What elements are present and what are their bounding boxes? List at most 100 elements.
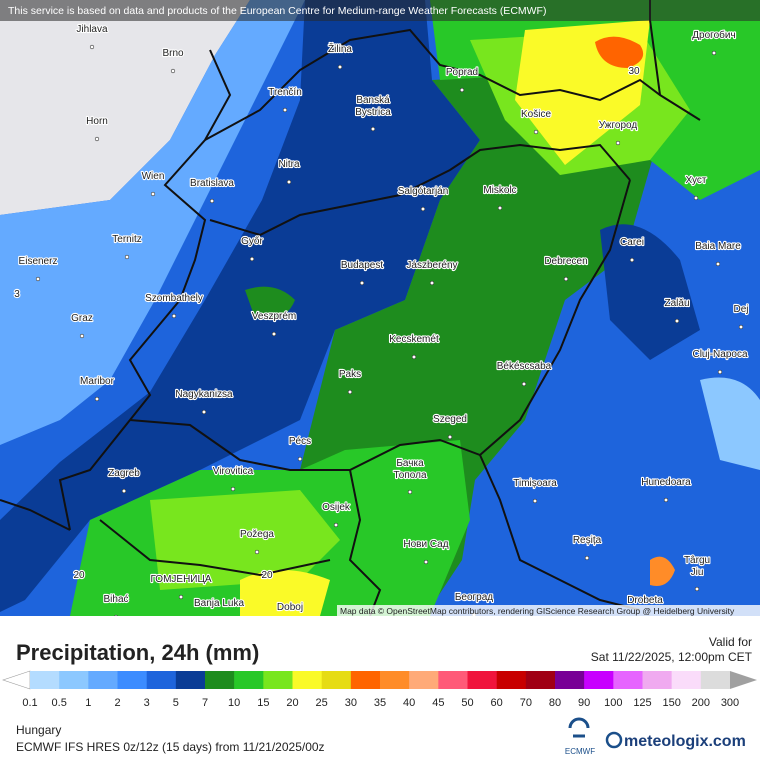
city-dot xyxy=(282,107,288,113)
city-label: Poprad xyxy=(446,67,478,78)
city-label: Wien xyxy=(142,171,165,182)
legend-tick-label: 0.5 xyxy=(52,697,67,709)
brand: meteologix.com xyxy=(624,733,746,750)
legend-tick-label: 5 xyxy=(173,697,179,709)
city-dot xyxy=(532,498,538,504)
city-label: Žilina xyxy=(328,42,352,55)
area-light xyxy=(0,0,305,445)
city-label: Zagreb xyxy=(108,468,140,479)
border xyxy=(479,454,641,611)
legend-tick-label: 3 xyxy=(144,697,150,709)
area-light-east xyxy=(700,377,760,470)
city-dot xyxy=(333,522,339,528)
city-dot xyxy=(674,318,680,324)
city-label: Kecskemét xyxy=(389,334,439,345)
city-label: Нови Сад xyxy=(403,539,448,550)
city-label: Dej xyxy=(733,304,748,315)
city-label: Banja Luka xyxy=(194,598,244,609)
legend-swatch xyxy=(234,671,264,689)
legend-swatch xyxy=(525,671,556,689)
city-dot xyxy=(738,324,744,330)
map xyxy=(0,0,760,617)
city-dot xyxy=(178,594,184,600)
legend-swatch xyxy=(467,671,497,689)
area-navy-east xyxy=(600,224,700,360)
city-dot xyxy=(563,276,569,282)
city-dot xyxy=(663,497,669,503)
city-dot xyxy=(150,191,156,197)
city-dot xyxy=(584,555,590,561)
city-dot xyxy=(693,195,699,201)
area-green-patch xyxy=(245,286,295,320)
city-label: Maribor xyxy=(80,376,115,387)
city-dot xyxy=(337,64,343,70)
city-dot xyxy=(170,68,176,74)
legend-swatch xyxy=(205,671,235,689)
city-label: Дрогобич xyxy=(692,29,735,41)
city-label: Graz xyxy=(71,313,93,324)
notice: This service is based on data and produc… xyxy=(8,5,546,17)
legend-swatch xyxy=(59,671,89,689)
area-heavy-blue xyxy=(0,0,480,612)
city-label: Carei xyxy=(620,237,644,248)
legend-swatch xyxy=(496,671,527,689)
legend-swatch xyxy=(117,671,147,689)
city-label: Békéscsaba xyxy=(497,361,552,372)
legend-swatch xyxy=(30,671,60,689)
city-label: Baia Mare xyxy=(695,241,741,252)
legend-tick-label: 70 xyxy=(520,697,532,709)
legend-swatch xyxy=(321,671,352,689)
city-label: Veszprém xyxy=(252,311,296,322)
legend-swatch xyxy=(88,671,118,689)
legend-swatch xyxy=(263,671,293,689)
area-dry xyxy=(0,0,250,215)
city-label: Szombathely xyxy=(145,293,203,304)
city-label: Győr xyxy=(241,236,263,247)
city-label: Бачка xyxy=(396,458,424,469)
area-orange xyxy=(595,36,644,68)
city-dot xyxy=(715,261,721,267)
border xyxy=(209,143,631,237)
legend-swatch xyxy=(146,671,177,689)
legend-swatch xyxy=(350,671,381,689)
city-label: Budapest xyxy=(341,260,383,271)
city-label: Zalău xyxy=(664,298,689,309)
legend-tick-label: 50 xyxy=(461,697,473,709)
border xyxy=(99,519,331,577)
model: ECMWF IFS HRES 0z/12z (15 days) from 11/… xyxy=(16,740,325,754)
legend-tick-label: 80 xyxy=(549,697,561,709)
attribution: Map data © OpenStreetMap contributors, r… xyxy=(340,606,735,616)
city-dot xyxy=(121,488,127,494)
city-dot xyxy=(459,87,465,93)
city-label: Jihlava xyxy=(76,24,108,35)
valid-label: Valid for xyxy=(709,635,752,649)
legend-tick-label: 60 xyxy=(491,697,503,709)
city-label: Horn xyxy=(86,116,108,127)
city-label: Miskolc xyxy=(483,185,516,196)
city-label: Hunedoara xyxy=(641,477,691,488)
city-dot xyxy=(94,136,100,142)
border xyxy=(129,179,631,471)
city-dot xyxy=(521,381,527,387)
city-dot xyxy=(447,434,453,440)
city-label: Banská xyxy=(356,95,390,106)
city-dot xyxy=(35,276,41,282)
city-label: Pécs xyxy=(289,436,311,447)
city-label: Ужгород xyxy=(599,120,638,131)
city-dot xyxy=(359,280,365,286)
city-label: Brno xyxy=(162,48,184,59)
city-label: Eisenerz xyxy=(19,256,58,267)
legend-swatch xyxy=(671,671,702,689)
legend-tick-label: 25 xyxy=(316,697,328,709)
city-dot xyxy=(407,489,413,495)
region: Hungary xyxy=(16,723,61,737)
city-label: Timișoara xyxy=(513,478,557,489)
legend-swatch xyxy=(555,671,585,689)
legend-tick-label: 15 xyxy=(257,697,269,709)
city-dot xyxy=(79,333,85,339)
legend-tick-label: 150 xyxy=(662,697,680,709)
city-dot xyxy=(497,205,503,211)
city-label: Szeged xyxy=(433,414,467,425)
attribution-bar xyxy=(337,605,760,616)
legend-swatch xyxy=(700,671,731,689)
